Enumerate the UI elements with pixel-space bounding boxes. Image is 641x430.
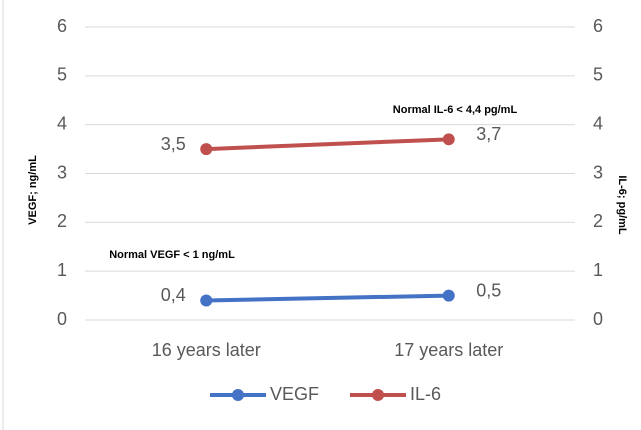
x-tick-label: 16 years later (152, 340, 261, 360)
annotation: Normal VEGF < 1 ng/mL (109, 249, 235, 261)
series-line (206, 137, 449, 152)
y2-tick-label: 3 (593, 162, 603, 182)
y2-axis-title: IL-6; pg/mL (616, 175, 628, 235)
y-tick-label: 6 (57, 16, 67, 36)
y2-tick-label: 0 (593, 309, 603, 329)
y2-tick-label: 5 (593, 65, 603, 85)
y-tick-label: 2 (57, 211, 67, 231)
y2-tick-label: 6 (593, 16, 603, 36)
y-axis-title: VEGF; ng/mL (27, 155, 39, 225)
data-point (200, 143, 213, 156)
y-tick-label: 1 (57, 260, 67, 280)
legend-label: IL-6 (410, 384, 441, 404)
y2-tick-label: 2 (593, 211, 603, 231)
legend-label: VEGF (270, 384, 319, 404)
data-point (442, 133, 455, 146)
data-label: 0,5 (476, 280, 501, 300)
y2-tick-label: 1 (593, 260, 603, 280)
x-tick-label: 17 years later (394, 340, 503, 360)
y-tick-label: 3 (57, 162, 67, 182)
y-tick-label: 5 (57, 65, 67, 85)
y-tick-label: 4 (57, 113, 67, 133)
legend-marker (232, 389, 244, 401)
data-point (442, 289, 455, 302)
data-label: 0,4 (161, 285, 186, 305)
legend-marker (372, 389, 384, 401)
y-tick-label: 0 (57, 309, 67, 329)
annotation: Normal IL-6 < 4,4 pg/mL (393, 104, 518, 116)
data-point (200, 294, 213, 307)
data-label: 3,5 (161, 134, 186, 154)
y2-tick-label: 4 (593, 113, 603, 133)
series-line (206, 293, 449, 303)
data-label: 3,7 (476, 124, 501, 144)
